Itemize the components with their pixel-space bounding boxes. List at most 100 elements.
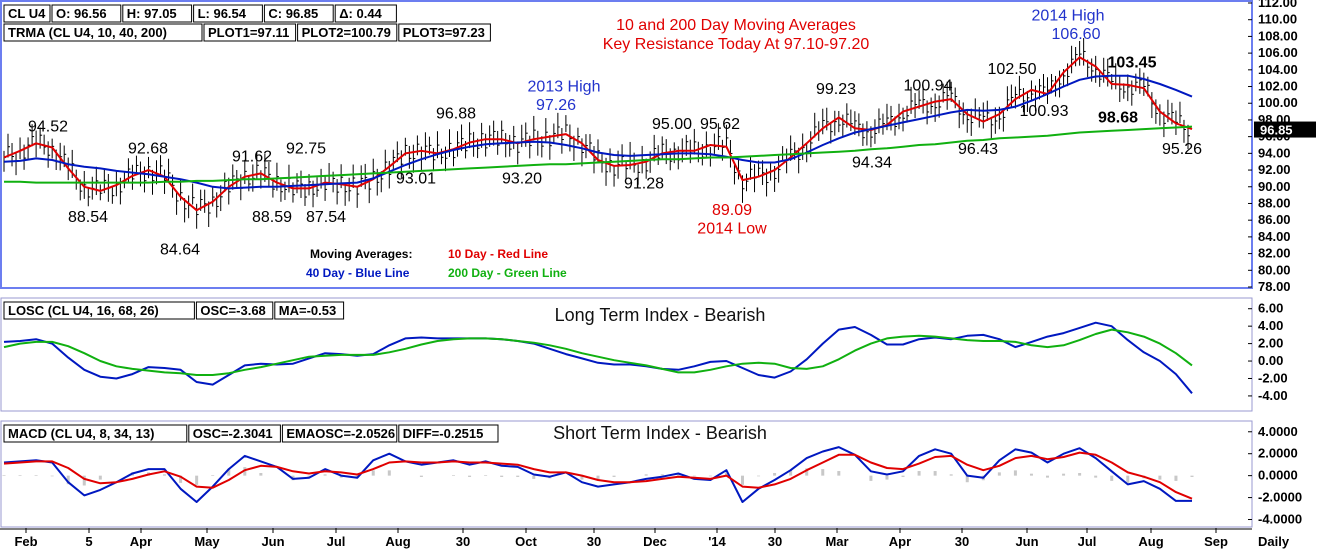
price-info-text: H: 97.05 bbox=[127, 6, 177, 21]
price-annotation: 99.23 bbox=[816, 81, 856, 98]
x-axis-period: Daily bbox=[1258, 534, 1290, 549]
short-term-info-text: OSC=-2.3041 bbox=[193, 426, 273, 441]
price-ytick-label: 112.00 bbox=[1258, 0, 1297, 10]
long-term-series-2-line bbox=[3, 328, 1193, 376]
price-annotation: 106.60 bbox=[1052, 26, 1101, 43]
price-annotation: 97.26 bbox=[536, 97, 576, 114]
legend-red: 10 Day - Red Line bbox=[448, 247, 548, 261]
x-tick-label: 5 bbox=[85, 534, 92, 549]
price-info-box bbox=[193, 4, 263, 23]
price-ytick-label: 104.00 bbox=[1258, 62, 1298, 77]
long-term-ytick-label: 4.00 bbox=[1258, 318, 1283, 333]
x-tick-label: Mar bbox=[825, 534, 848, 549]
short-term-info-box bbox=[281, 424, 398, 443]
price-annotation: 94.52 bbox=[28, 119, 68, 136]
long-term-title: Long Term Index - Bearish bbox=[555, 305, 766, 325]
price-ytick-label: 110.00 bbox=[1258, 12, 1297, 27]
short-term-info-text: EMAOSC=-2.0526 bbox=[286, 426, 395, 441]
price-info-box bbox=[3, 4, 51, 23]
long-term-series-1-line bbox=[3, 321, 1193, 394]
short-term-series-2-line bbox=[3, 451, 1193, 500]
price-annotation: 88.54 bbox=[68, 209, 108, 226]
price-info-text: CL U4 bbox=[8, 6, 46, 21]
price-ytick-label: 80.00 bbox=[1258, 262, 1291, 277]
price-annotation: 100.93 bbox=[1020, 103, 1069, 120]
long-term-ytick-label: 6.00 bbox=[1258, 301, 1283, 316]
short-term-ytick-label: -4.0000 bbox=[1258, 512, 1302, 527]
price-ytick-label: 106.00 bbox=[1258, 45, 1298, 60]
price-annotation: 2014 High bbox=[1032, 8, 1105, 25]
price-annotation: 93.01 bbox=[396, 170, 436, 187]
x-tick-label: '14 bbox=[708, 534, 726, 549]
price-panel-frame[interactable] bbox=[0, 0, 1253, 289]
long-term-info-box bbox=[195, 301, 274, 320]
price-annotation: 93.20 bbox=[502, 170, 542, 187]
price-annotation: 92.75 bbox=[286, 140, 326, 157]
short-term-title: Short Term Index - Bearish bbox=[553, 423, 767, 443]
price-ytick-label: 90.00 bbox=[1258, 179, 1291, 194]
short-term-info-text: DIFF=-0.2515 bbox=[403, 426, 484, 441]
price-ytick-label: 88.00 bbox=[1258, 195, 1291, 210]
short-term-ytick-label: 2.0000 bbox=[1258, 446, 1298, 461]
long-term-info-text: OSC=-3.68 bbox=[200, 303, 265, 318]
short-term-series-1-line bbox=[3, 446, 1192, 503]
price-annotation: 91.62 bbox=[232, 149, 272, 166]
long-term-info-box bbox=[3, 301, 195, 320]
price-annotation: 2013 High bbox=[528, 79, 601, 96]
price-annotation: 103.45 bbox=[1108, 54, 1157, 71]
price-trma-info-text: PLOT3=97.23 bbox=[403, 25, 485, 40]
short-term-ytick-label: 4.0000 bbox=[1258, 424, 1298, 439]
x-tick-label: Jun bbox=[1015, 534, 1038, 549]
x-tick-label: Apr bbox=[889, 534, 911, 549]
x-tick-label: 30 bbox=[456, 534, 470, 549]
legend-blue: 40 Day - Blue Line bbox=[306, 266, 410, 280]
price-ytick-label: 84.00 bbox=[1258, 229, 1291, 244]
long-term-ytick-label: -2.00 bbox=[1258, 370, 1288, 385]
short-term-info-box bbox=[188, 424, 281, 443]
x-tick-label: 30 bbox=[955, 534, 969, 549]
x-tick-label: Jul bbox=[327, 534, 346, 549]
price-series-3-line bbox=[4, 125, 1193, 184]
price-ytick-label: 82.00 bbox=[1258, 246, 1291, 261]
price-annotation: 2014 Low bbox=[697, 221, 767, 238]
long-term-ytick-label: 2.00 bbox=[1258, 336, 1283, 351]
x-tick-label: Jun bbox=[261, 534, 284, 549]
price-trma-info-box bbox=[3, 23, 203, 42]
price-annotation: 91.28 bbox=[624, 175, 664, 192]
x-tick-label: Aug bbox=[1138, 534, 1163, 549]
price-annotation: 96.88 bbox=[436, 105, 476, 122]
price-trma-info-text: TRMA (CL U4, 10, 40, 200) bbox=[8, 25, 167, 40]
price-trma-info-box bbox=[297, 23, 398, 42]
price-info-text: Δ: 0.44 bbox=[339, 6, 382, 21]
price-ytick-label: 78.00 bbox=[1258, 279, 1291, 294]
x-tick-label: Sep bbox=[1204, 534, 1228, 549]
last-price-value: 96.85 bbox=[1260, 123, 1293, 138]
x-tick-label: Feb bbox=[14, 534, 37, 549]
x-tick-label: 30 bbox=[768, 534, 782, 549]
price-info-text: C: 96.85 bbox=[268, 6, 318, 21]
price-annotation: 95.26 bbox=[1162, 141, 1202, 158]
short-term-info-text: MACD (CL U4, 8, 34, 13) bbox=[8, 426, 154, 441]
price-annotation: 89.09 bbox=[712, 202, 752, 219]
x-tick-label: 30 bbox=[587, 534, 601, 549]
price-chart-subtitle: Key Resistance Today At 97.10-97.20 bbox=[603, 36, 870, 53]
last-price-marker bbox=[1254, 121, 1316, 138]
price-bars bbox=[3, 38, 1190, 229]
long-term-ytick-label: -4.00 bbox=[1258, 388, 1288, 403]
price-info-box bbox=[334, 4, 397, 23]
price-ytick-label: 100.00 bbox=[1258, 95, 1298, 110]
long-term-info-text: MA=-0.53 bbox=[279, 303, 336, 318]
price-annotation: 100.94 bbox=[904, 78, 953, 95]
x-tick-label: Aug bbox=[385, 534, 410, 549]
short-term-ytick-label: -2.0000 bbox=[1258, 490, 1302, 505]
long-term-info-text: LOSC (CL U4, 16, 68, 26) bbox=[8, 303, 159, 318]
x-tick-label: Jul bbox=[1078, 534, 1097, 549]
price-annotation: 102.50 bbox=[988, 61, 1037, 78]
price-annotation: 94.34 bbox=[852, 155, 892, 172]
price-annotation: 84.64 bbox=[160, 241, 200, 258]
price-info-box bbox=[51, 4, 122, 23]
price-ytick-label: 86.00 bbox=[1258, 212, 1291, 227]
price-info-text: L: 96.54 bbox=[198, 6, 247, 21]
price-annotation: 88.59 bbox=[252, 209, 292, 226]
